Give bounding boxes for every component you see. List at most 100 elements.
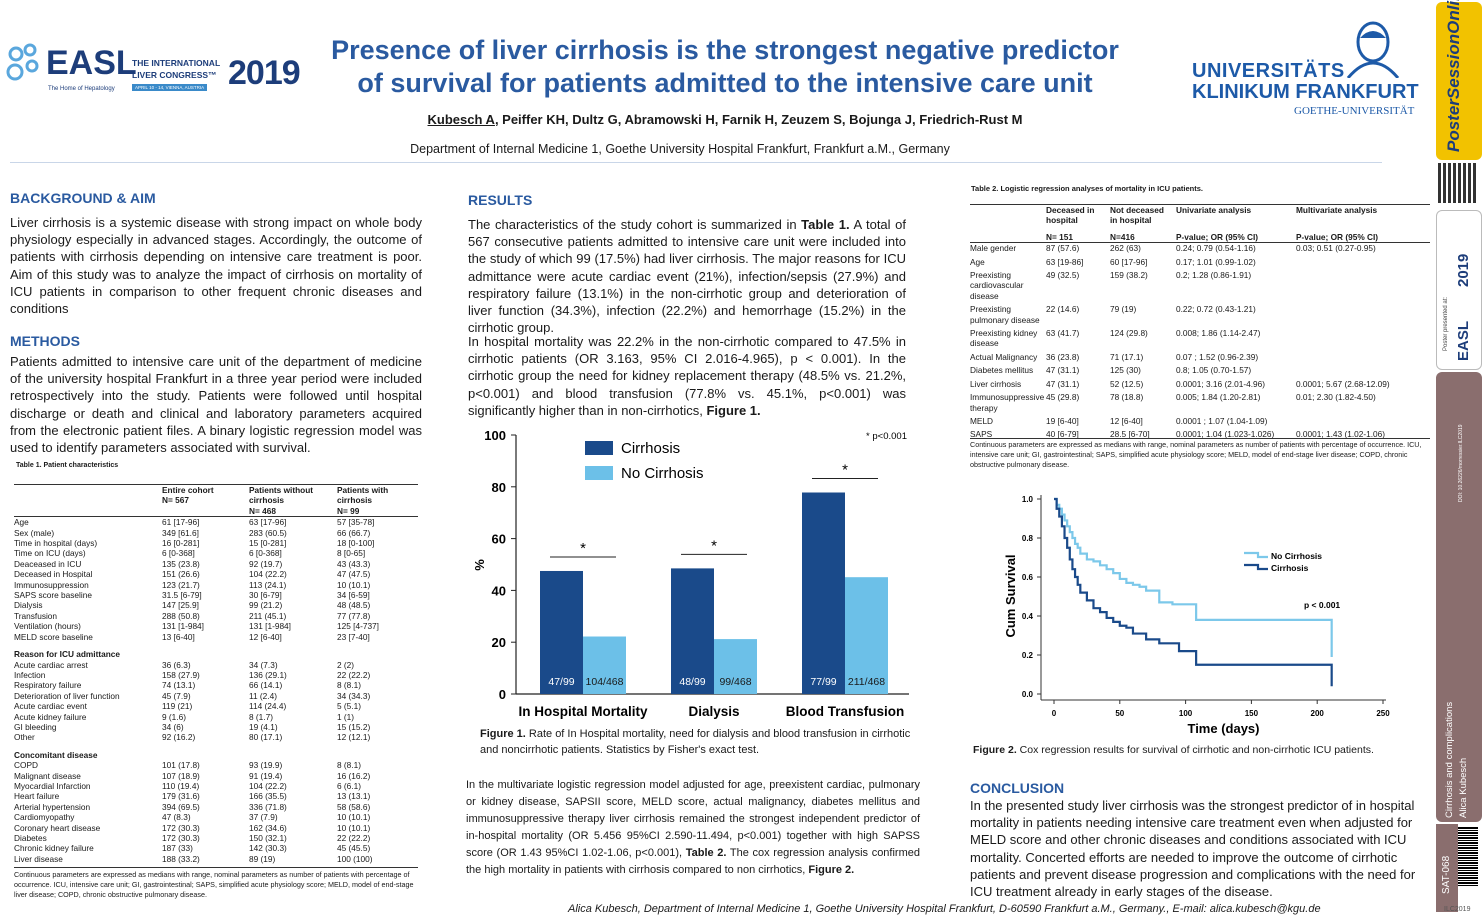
- table1-grid: Entire cohort Patients without Patients wi…: [14, 484, 418, 864]
- table1-row-cell: 187 (33): [162, 843, 193, 854]
- y-tick-label: 0.6: [1022, 573, 1034, 582]
- table2-header-row-cell: N=416: [1110, 231, 1135, 242]
- poster-session-online-badge[interactable]: PosterSessionOnline: [1436, 0, 1482, 160]
- table1-row-cell: 283 (60.5): [249, 527, 287, 538]
- table1-row-cell: 34 (34.3): [337, 690, 371, 701]
- table1-row-cell: 172 (30.3): [162, 833, 200, 843]
- table2-row-cell: 47 (31.1): [1046, 365, 1080, 376]
- figure1-caption: Figure 1. Rate of In Hospital mortality,…: [480, 726, 928, 758]
- table1-row-cell: 6 [0-368]: [162, 548, 195, 559]
- table1-header-row: N= 567 cirrhosis cirrhosis: [14, 495, 418, 505]
- table1-row: Chronic kidney failure 187 (33) 142 (30.3)…: [14, 843, 418, 853]
- table2-row-cell: [1296, 270, 1430, 304]
- table2-row-cell: 45 (29.8): [1046, 392, 1080, 403]
- title-line-2: of survival for patients admitted to the…: [357, 68, 1093, 98]
- legend-swatch: [1244, 563, 1268, 571]
- table1-row-cell: Respiratory failure: [14, 680, 82, 691]
- table1-row-cell: 6 [0-368]: [249, 548, 282, 559]
- table2-row-cell: 0.0001; 5.67 (2.68-12.09): [1296, 378, 1390, 389]
- table1-row-cell: 34 [6-59]: [337, 590, 370, 601]
- table1-row-cell: 12 (12.1): [337, 732, 371, 743]
- table1-row-cell: 125 [4-737]: [337, 621, 379, 632]
- sidebar-congress-code: ILC2019: [1444, 906, 1471, 913]
- authors: Kubesch A, Peiffer KH, Dultz G, Abramows…: [300, 112, 1150, 127]
- table1-row-cell: 147 [25.9]: [162, 600, 199, 611]
- table2-row-cell: 0.0001; 3.16 (2.01-4.96): [1176, 378, 1266, 389]
- table1-row-cell: Time on ICU (days): [14, 548, 86, 559]
- table2-row-cell: 0.005; 1.84 (1.20-2.81): [1176, 392, 1261, 403]
- table1-row-cell: Arterial hypertension: [14, 801, 91, 812]
- results-p3-bold2: Figure 2.: [808, 864, 855, 876]
- table1-row-cell: 63 [17-96]: [249, 517, 287, 528]
- table1-row-cell: Dialysis: [14, 600, 43, 611]
- significance-star: *: [711, 537, 717, 554]
- conclusion-text: In the presented study liver cirrhosis w…: [970, 798, 1416, 900]
- sidebar-poster-id: SAT-068: [1441, 855, 1452, 894]
- bar-no-cirrhosis: [845, 577, 888, 694]
- chart-annotation: p < 0.001: [1304, 600, 1340, 610]
- congress-sub: APRIL 10 - 14, VIENNA, AUSTRIA: [132, 84, 208, 91]
- table1-row: Deaceased in ICU 135 (23.8) 92 (19.7) 43 (4…: [14, 559, 418, 569]
- table1-row: Acute kidney failure 9 (1.6) 8 (1.7) 1 (1): [14, 712, 418, 722]
- table1-row-cell: 36 (6.3): [162, 659, 191, 670]
- table2: Deceased in hospital Not deceased in hosp…: [970, 204, 1430, 443]
- y-tick-label: 1.0: [1022, 495, 1034, 504]
- sidebar-congress-year: 2019: [1455, 253, 1472, 287]
- results-heading: RESULTS: [468, 192, 533, 208]
- table2-row-cell: Preexisting kidney disease: [970, 328, 1038, 349]
- table1-row-cell: 16 [0-281]: [162, 538, 200, 549]
- table2-row-cell: 63 (41.7): [1046, 328, 1080, 339]
- y-tick-label: 0.8: [1022, 534, 1034, 543]
- table1-row-cell: 22 (22.2): [337, 833, 371, 843]
- bar-count-label: 99/468: [719, 676, 751, 688]
- table1-row-cell: 5 (5.1): [337, 701, 361, 712]
- table2-header-row: Deceased in hospital Not deceased in hosp…: [970, 205, 1430, 226]
- table2-header-row: N= 151 N=416 P-value; OR (95% CI) P-value; …: [970, 226, 1430, 243]
- table1-row-cell: 172 (30.3): [162, 822, 200, 833]
- table1-row-cell: 61 [17-96]: [162, 517, 200, 528]
- results-p1-a: The characteristics of the study cohort …: [468, 217, 802, 232]
- table1-row-cell: GI bleeding: [14, 721, 57, 732]
- table1-row-cell: 48 (48.5): [337, 600, 371, 611]
- table2-row-cell: [1296, 304, 1430, 328]
- table1-row-cell: 66 (66.7): [337, 527, 371, 538]
- table1-row-cell: 15 (15.2): [337, 721, 371, 732]
- table1-row-cell: 10 (10.1): [337, 579, 371, 590]
- table1-row: Time in hospital (days) 16 [0-281] 15 [0-2…: [14, 538, 418, 548]
- table2-header-row-cell: Deceased in hospital: [1046, 205, 1095, 226]
- table2-row-cell: [1296, 352, 1430, 365]
- table1-row: Respiratory failure 74 (13.1) 66 (14.1) 8 (…: [14, 680, 418, 690]
- table2-header-row-cell: P-value; OR (95% CI): [1296, 231, 1379, 242]
- table2-row: Actual Malignancy 36 (23.8) 71 (17.1) 0.07 …: [970, 352, 1430, 365]
- table1-row: Arterial hypertension 394 (69.5) 336 (71.8…: [14, 802, 418, 812]
- table2-row-cell: 0.17; 1.01 (0.99-1.02): [1176, 256, 1256, 267]
- methods-text: Patients admitted to intensive care unit…: [10, 354, 422, 456]
- table2-row-cell: 78 (18.8): [1110, 392, 1144, 403]
- table1-row-cell: 57 [35-78]: [337, 517, 375, 528]
- qr-code[interactable]: [1438, 163, 1478, 203]
- table2-row-cell: [1296, 328, 1430, 352]
- figure2-caption-bold: Figure 2.: [973, 744, 1017, 756]
- figure1-caption-text: Rate of In Hospital mortality, need for …: [480, 728, 911, 756]
- table1-row: Myocardial Infarction 110 (19.4) 104 (22.2…: [14, 781, 418, 791]
- table1-row-cell: 77 (77.8): [337, 610, 371, 621]
- table2-row-cell: 159 (38.2): [1110, 270, 1148, 281]
- table1-row-cell: 179 (31.6): [162, 791, 200, 802]
- table2-row-cell: 49 (32.5): [1046, 270, 1080, 281]
- table1-row: Deceased in Hospital 151 (26.6) 104 (22.2)…: [14, 569, 418, 579]
- table1-row-cell: Infection: [14, 669, 46, 680]
- congress-line1: THE INTERNATIONAL: [132, 58, 221, 68]
- significance-star: *: [842, 461, 848, 478]
- table1-row-cell: Chronic kidney failure: [14, 843, 94, 854]
- table1-row-cell: Acute cardiac arrest: [14, 659, 88, 670]
- table2-row: Diabetes mellitus 47 (31.1) 125 (30) 0.8; 1…: [970, 365, 1430, 378]
- table2-header: Deceased in hospital Not deceased in hosp…: [970, 204, 1430, 243]
- table1-row-cell: 93 (19.9): [249, 760, 283, 771]
- table1-row-cell: 66 (14.1): [249, 680, 283, 691]
- table1-header-row-cell: Patients with: [337, 485, 389, 495]
- table1-row: Acute cardiac event 119 (21) 114 (24.4) 5 (…: [14, 701, 418, 711]
- table1-row-cell: Deceased in Hospital: [14, 569, 93, 580]
- table2-header-row-cell: Multivariate analysis: [1296, 205, 1378, 215]
- y-axis-label: %: [472, 559, 487, 571]
- goethe-portrait-icon: [1346, 21, 1400, 78]
